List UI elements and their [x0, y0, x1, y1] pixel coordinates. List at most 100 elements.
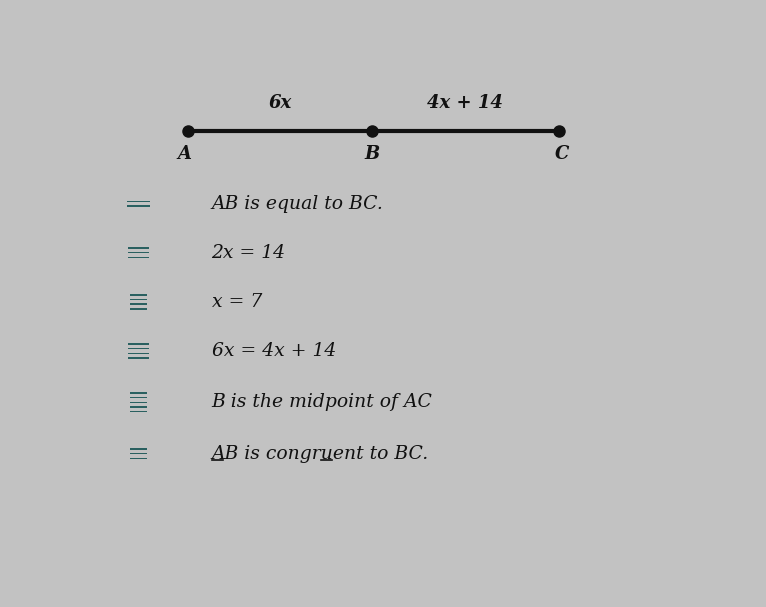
FancyBboxPatch shape [147, 201, 150, 202]
FancyBboxPatch shape [129, 304, 133, 305]
FancyBboxPatch shape [143, 252, 146, 254]
FancyBboxPatch shape [145, 299, 147, 300]
FancyBboxPatch shape [128, 252, 131, 254]
FancyBboxPatch shape [129, 449, 133, 450]
FancyBboxPatch shape [146, 358, 149, 359]
FancyBboxPatch shape [129, 201, 133, 202]
FancyBboxPatch shape [136, 406, 139, 408]
FancyBboxPatch shape [140, 343, 143, 345]
FancyBboxPatch shape [139, 205, 142, 207]
FancyBboxPatch shape [142, 304, 145, 305]
FancyBboxPatch shape [136, 299, 139, 300]
FancyBboxPatch shape [136, 294, 139, 296]
Text: B is the midpoint of AC: B is the midpoint of AC [211, 393, 432, 412]
FancyBboxPatch shape [145, 402, 147, 403]
FancyBboxPatch shape [134, 358, 137, 359]
FancyBboxPatch shape [129, 411, 133, 412]
FancyBboxPatch shape [129, 397, 133, 398]
FancyBboxPatch shape [140, 252, 143, 254]
FancyBboxPatch shape [142, 299, 145, 300]
FancyBboxPatch shape [129, 392, 133, 394]
FancyBboxPatch shape [133, 458, 136, 459]
FancyBboxPatch shape [131, 257, 134, 258]
FancyBboxPatch shape [134, 353, 137, 354]
FancyBboxPatch shape [142, 205, 145, 207]
FancyBboxPatch shape [129, 453, 133, 455]
Text: 2x = 14: 2x = 14 [211, 244, 286, 262]
FancyBboxPatch shape [136, 397, 139, 398]
FancyBboxPatch shape [145, 308, 147, 310]
FancyBboxPatch shape [142, 449, 145, 450]
FancyBboxPatch shape [128, 353, 131, 354]
FancyBboxPatch shape [139, 406, 142, 408]
FancyBboxPatch shape [145, 453, 147, 455]
FancyBboxPatch shape [143, 353, 146, 354]
FancyBboxPatch shape [139, 453, 142, 455]
FancyBboxPatch shape [139, 299, 142, 300]
FancyBboxPatch shape [143, 257, 146, 258]
FancyBboxPatch shape [133, 201, 136, 202]
FancyBboxPatch shape [128, 348, 131, 349]
FancyBboxPatch shape [139, 294, 142, 296]
FancyBboxPatch shape [134, 348, 137, 349]
FancyBboxPatch shape [145, 449, 147, 450]
FancyBboxPatch shape [136, 402, 139, 403]
FancyBboxPatch shape [142, 458, 145, 459]
FancyBboxPatch shape [136, 308, 139, 310]
FancyBboxPatch shape [146, 353, 149, 354]
FancyBboxPatch shape [134, 257, 137, 258]
FancyBboxPatch shape [128, 257, 131, 258]
FancyBboxPatch shape [145, 201, 147, 202]
FancyBboxPatch shape [129, 299, 133, 300]
FancyBboxPatch shape [126, 205, 129, 207]
FancyBboxPatch shape [139, 458, 142, 459]
FancyBboxPatch shape [137, 353, 140, 354]
FancyBboxPatch shape [129, 402, 133, 403]
FancyBboxPatch shape [146, 252, 149, 254]
Text: 4x + 14: 4x + 14 [427, 93, 503, 112]
FancyBboxPatch shape [131, 348, 134, 349]
FancyBboxPatch shape [145, 392, 147, 394]
FancyBboxPatch shape [137, 358, 140, 359]
FancyBboxPatch shape [142, 392, 145, 394]
FancyBboxPatch shape [139, 411, 142, 412]
FancyBboxPatch shape [133, 449, 136, 450]
FancyBboxPatch shape [142, 397, 145, 398]
FancyBboxPatch shape [133, 304, 136, 305]
FancyBboxPatch shape [137, 252, 140, 254]
FancyBboxPatch shape [142, 411, 145, 412]
FancyBboxPatch shape [139, 308, 142, 310]
FancyBboxPatch shape [145, 411, 147, 412]
FancyBboxPatch shape [142, 294, 145, 296]
FancyBboxPatch shape [131, 252, 134, 254]
FancyBboxPatch shape [133, 205, 136, 207]
FancyBboxPatch shape [136, 453, 139, 455]
FancyBboxPatch shape [146, 257, 149, 258]
FancyBboxPatch shape [136, 205, 139, 207]
FancyBboxPatch shape [136, 201, 139, 202]
FancyBboxPatch shape [129, 205, 133, 207]
FancyBboxPatch shape [131, 248, 134, 249]
FancyBboxPatch shape [137, 348, 140, 349]
FancyBboxPatch shape [136, 411, 139, 412]
FancyBboxPatch shape [145, 205, 147, 207]
Text: A: A [178, 145, 192, 163]
FancyBboxPatch shape [139, 449, 142, 450]
FancyBboxPatch shape [143, 248, 146, 249]
FancyBboxPatch shape [128, 343, 131, 345]
FancyBboxPatch shape [129, 294, 133, 296]
FancyBboxPatch shape [129, 406, 133, 408]
FancyBboxPatch shape [139, 397, 142, 398]
FancyBboxPatch shape [145, 304, 147, 305]
Text: AB is congruent to BC.: AB is congruent to BC. [211, 445, 429, 463]
FancyBboxPatch shape [133, 397, 136, 398]
FancyBboxPatch shape [139, 402, 142, 403]
FancyBboxPatch shape [133, 453, 136, 455]
Text: AB is equal to BC.: AB is equal to BC. [211, 195, 384, 212]
FancyBboxPatch shape [142, 201, 145, 202]
FancyBboxPatch shape [143, 358, 146, 359]
FancyBboxPatch shape [146, 248, 149, 249]
Text: 6x = 4x + 14: 6x = 4x + 14 [211, 342, 336, 360]
FancyBboxPatch shape [139, 392, 142, 394]
FancyBboxPatch shape [136, 458, 139, 459]
